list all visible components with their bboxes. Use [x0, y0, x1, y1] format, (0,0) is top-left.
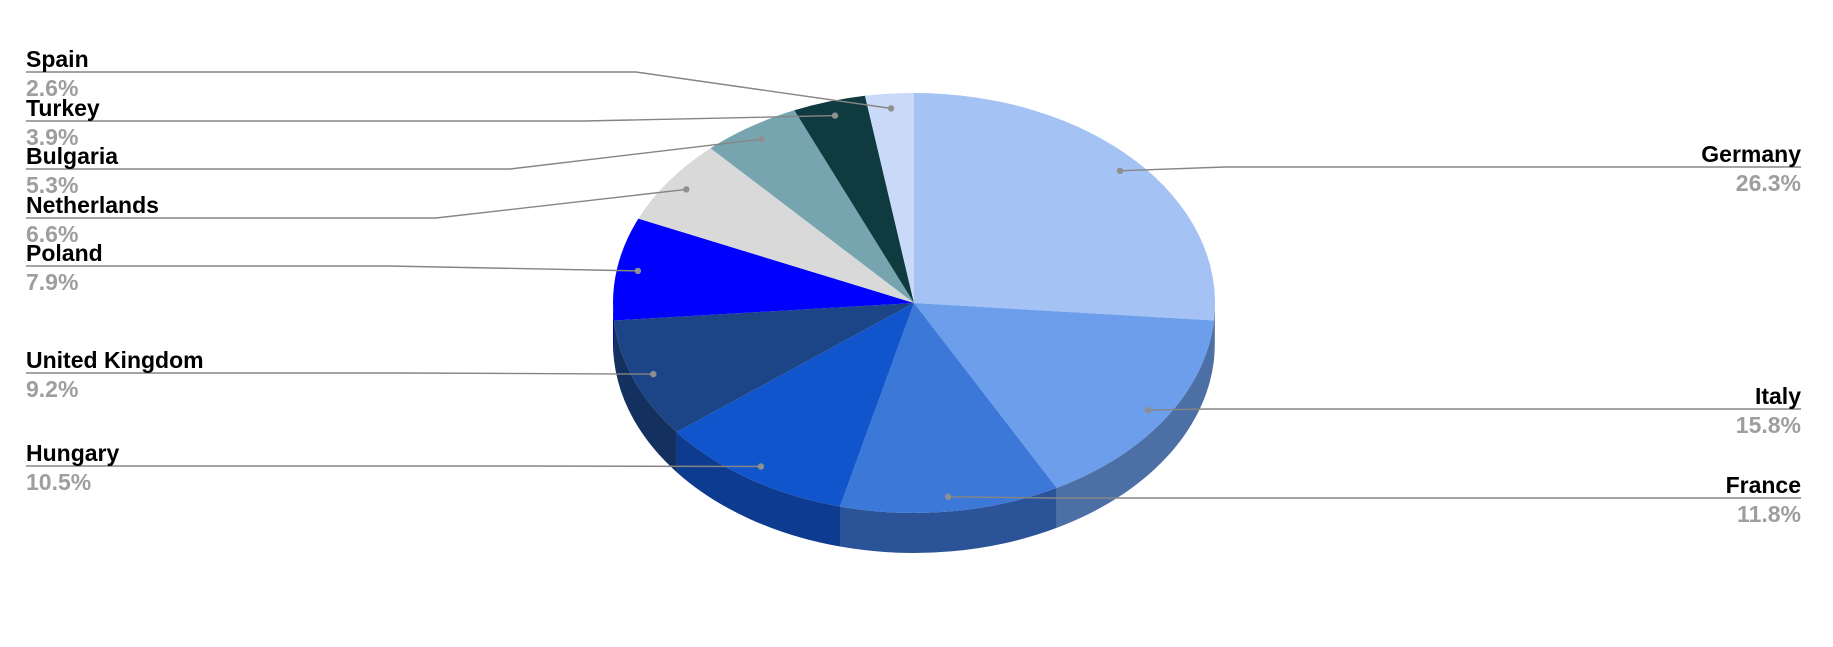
slice-label-turkey: Turkey — [26, 95, 100, 121]
slice-value-germany: 26.3% — [1736, 170, 1801, 196]
leader-dot-united-kingdom — [650, 370, 657, 378]
pie-slice-side-united-kingdom[interactable] — [614, 320, 677, 473]
leader-dot-netherlands — [683, 186, 690, 193]
slice-value-turkey: 3.9% — [26, 124, 78, 150]
leader-line-netherlands — [26, 188, 687, 219]
slice-label-france: France — [1726, 472, 1801, 498]
leader-dot-spain — [887, 105, 895, 112]
leader-line-bulgaria — [26, 138, 762, 170]
pie-slice-spain[interactable] — [864, 93, 914, 303]
slice-value-france: 11.8% — [1737, 501, 1801, 527]
pie-slice-hungary[interactable] — [676, 303, 914, 507]
slice-value-bulgaria: 5.3% — [26, 172, 78, 198]
leader-line-france — [948, 496, 1801, 499]
pie-slice-netherlands[interactable] — [638, 148, 914, 303]
slice-label-spain: Spain — [26, 46, 89, 72]
leader-dot-france — [945, 493, 952, 500]
leader-line-poland — [26, 265, 638, 272]
leader-line-spain — [26, 71, 892, 110]
slice-label-united-kingdom: United Kingdom — [26, 347, 204, 373]
leader-dot-germany — [1116, 167, 1124, 174]
leader-line-hungary — [26, 465, 761, 468]
slice-label-germany: Germany — [1701, 141, 1801, 167]
slice-label-hungary: Hungary — [26, 440, 120, 466]
leader-dot-poland — [634, 267, 642, 275]
slice-value-spain: 2.6% — [26, 75, 78, 101]
slice-value-netherlands: 6.6% — [26, 221, 78, 247]
pie-slice-germany[interactable] — [914, 93, 1215, 321]
slice-value-hungary: 10.5% — [26, 469, 91, 495]
slice-label-bulgaria: Bulgaria — [26, 143, 118, 169]
slice-value-italy: 15.8% — [1736, 412, 1801, 438]
leader-dot-bulgaria — [758, 136, 765, 143]
pie-slice-italy[interactable] — [914, 303, 1214, 488]
pie-slice-turkey[interactable] — [794, 95, 914, 303]
pie-slice-united-kingdom[interactable] — [614, 303, 914, 433]
pie-slice-bulgaria[interactable] — [710, 110, 914, 304]
slice-value-poland: 7.9% — [26, 269, 78, 295]
pie-slice-side-germany[interactable] — [1213, 303, 1215, 361]
pie-slice-side-poland[interactable] — [613, 303, 615, 361]
leader-line-united-kingdom — [26, 372, 654, 375]
leader-dot-turkey — [831, 112, 839, 119]
pie-slice-side-france[interactable] — [839, 487, 1057, 554]
slice-label-italy: Italy — [1755, 383, 1801, 409]
slice-label-netherlands: Netherlands — [26, 192, 159, 218]
leader-dot-italy — [1144, 406, 1152, 414]
leader-line-italy — [1148, 408, 1801, 411]
pie-slice-poland[interactable] — [613, 218, 914, 321]
pie-slice-france[interactable] — [839, 303, 1057, 513]
pie-slice-side-hungary[interactable] — [676, 432, 840, 547]
slice-label-poland: Poland — [26, 240, 103, 266]
leader-line-turkey — [26, 114, 836, 122]
leader-dot-hungary — [757, 463, 765, 470]
slice-value-united-kingdom: 9.2% — [26, 376, 78, 402]
leader-line-germany — [1119, 166, 1801, 172]
pie-slice-side-italy[interactable] — [1056, 320, 1214, 528]
